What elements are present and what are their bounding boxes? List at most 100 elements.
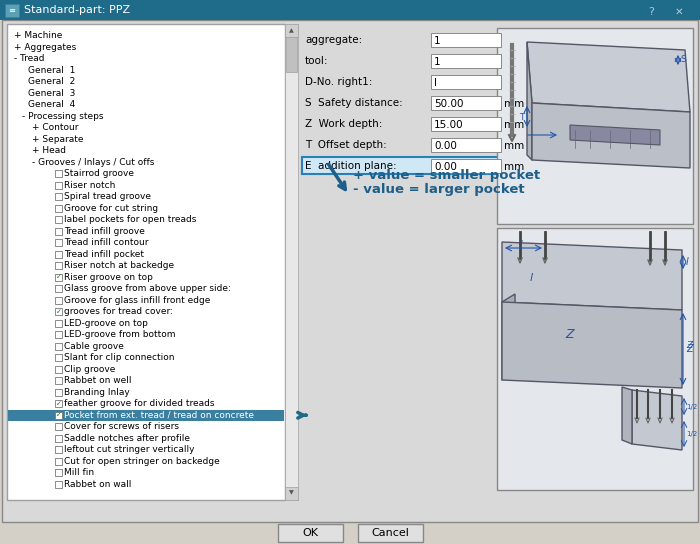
Text: Stairrod groove: Stairrod groove [64, 169, 134, 178]
Text: Branding Inlay: Branding Inlay [64, 388, 130, 397]
Text: Cover for screws of risers: Cover for screws of risers [64, 422, 179, 431]
FancyBboxPatch shape [286, 37, 297, 72]
Text: aggregate:: aggregate: [305, 35, 363, 45]
Polygon shape [622, 387, 632, 444]
Text: Pocket from ext. tread / tread on concrete: Pocket from ext. tread / tread on concre… [64, 411, 254, 420]
Text: ▼: ▼ [288, 491, 293, 496]
Text: - Tread: - Tread [14, 54, 45, 63]
Text: Cable groove: Cable groove [64, 342, 124, 351]
FancyBboxPatch shape [55, 400, 62, 407]
Polygon shape [502, 294, 515, 380]
Text: ≡: ≡ [8, 6, 15, 15]
Text: Groove for glass infill front edge: Groove for glass infill front edge [64, 296, 211, 305]
FancyBboxPatch shape [0, 0, 700, 20]
Polygon shape [527, 42, 690, 112]
Text: grooves for tread cover:: grooves for tread cover: [64, 307, 173, 316]
FancyBboxPatch shape [285, 487, 298, 500]
Polygon shape [532, 103, 690, 168]
Text: 1: 1 [434, 57, 440, 67]
Text: Z  Work depth:: Z Work depth: [305, 119, 382, 129]
Text: T  Offset depth:: T Offset depth: [305, 140, 386, 150]
Text: ✓: ✓ [55, 401, 62, 407]
Text: General  3: General 3 [28, 89, 76, 98]
Text: Riser groove on top: Riser groove on top [64, 273, 153, 282]
FancyBboxPatch shape [55, 366, 62, 373]
Text: LED-groove from bottom: LED-groove from bottom [64, 330, 176, 339]
Text: mm: mm [504, 120, 524, 130]
Text: Z: Z [565, 329, 573, 342]
Text: + Machine: + Machine [14, 31, 62, 40]
FancyBboxPatch shape [55, 389, 62, 395]
FancyBboxPatch shape [431, 33, 501, 47]
Text: Cut for open stringer on backedge: Cut for open stringer on backedge [64, 457, 220, 466]
Text: l: l [530, 273, 533, 283]
FancyBboxPatch shape [55, 331, 62, 338]
Text: ✓: ✓ [55, 309, 62, 315]
FancyBboxPatch shape [55, 354, 62, 361]
FancyBboxPatch shape [55, 343, 62, 350]
Text: ✓: ✓ [55, 274, 62, 280]
FancyBboxPatch shape [55, 458, 62, 465]
Text: D-No. right1:: D-No. right1: [305, 77, 372, 87]
FancyBboxPatch shape [55, 205, 62, 212]
Polygon shape [502, 242, 682, 310]
Text: tool:: tool: [305, 56, 328, 66]
Text: LED-groove on top: LED-groove on top [64, 319, 148, 327]
Text: 50.00: 50.00 [434, 99, 463, 109]
FancyBboxPatch shape [302, 157, 529, 174]
Text: E  addition plane:: E addition plane: [305, 161, 397, 171]
Text: l: l [520, 240, 523, 250]
Text: Z: Z [686, 341, 692, 349]
Text: General  2: General 2 [28, 77, 76, 86]
FancyBboxPatch shape [55, 377, 62, 384]
Text: 1: 1 [434, 36, 440, 46]
FancyBboxPatch shape [55, 170, 62, 177]
Text: mm: mm [504, 99, 524, 109]
FancyBboxPatch shape [278, 524, 343, 542]
Text: Tread infill groove: Tread infill groove [64, 227, 145, 236]
FancyBboxPatch shape [55, 481, 62, 488]
Text: Rabbet on wall: Rabbet on wall [64, 480, 132, 489]
FancyBboxPatch shape [55, 446, 62, 453]
Text: Tread infill pocket: Tread infill pocket [64, 250, 144, 259]
FancyBboxPatch shape [285, 24, 298, 500]
Text: label pockets for open treads: label pockets for open treads [64, 215, 197, 224]
Text: General  4: General 4 [28, 100, 76, 109]
Text: 0.00: 0.00 [434, 141, 457, 151]
FancyBboxPatch shape [55, 320, 62, 327]
Text: ✓: ✓ [55, 412, 62, 418]
FancyBboxPatch shape [358, 524, 423, 542]
Polygon shape [527, 42, 532, 160]
FancyBboxPatch shape [55, 412, 62, 419]
FancyBboxPatch shape [497, 28, 693, 224]
FancyBboxPatch shape [55, 262, 62, 269]
Polygon shape [570, 125, 660, 145]
FancyBboxPatch shape [55, 423, 62, 430]
Text: ?: ? [648, 7, 654, 17]
Text: l: l [434, 78, 437, 88]
Text: Clip groove: Clip groove [64, 364, 116, 374]
Text: Saddle notches after profile: Saddle notches after profile [64, 434, 190, 443]
Text: Z: Z [686, 344, 692, 354]
FancyBboxPatch shape [8, 410, 284, 421]
Text: 1/2: 1/2 [686, 431, 697, 437]
FancyBboxPatch shape [55, 182, 62, 189]
FancyBboxPatch shape [300, 24, 695, 500]
Text: feather groove for divided treads: feather groove for divided treads [64, 399, 214, 408]
FancyBboxPatch shape [285, 24, 298, 37]
Text: Slant for clip connection: Slant for clip connection [64, 353, 174, 362]
FancyBboxPatch shape [55, 239, 62, 246]
FancyBboxPatch shape [431, 54, 501, 68]
Text: - Grooves / Inlays / Cut offs: - Grooves / Inlays / Cut offs [32, 158, 155, 167]
Text: T: T [519, 114, 524, 122]
Polygon shape [502, 302, 682, 388]
Text: Groove for cut string: Groove for cut string [64, 204, 158, 213]
Text: Rabbet on well: Rabbet on well [64, 376, 132, 385]
Text: Riser notch: Riser notch [64, 181, 116, 190]
FancyBboxPatch shape [55, 435, 62, 442]
Text: General  1: General 1 [28, 66, 76, 75]
FancyBboxPatch shape [55, 296, 62, 304]
FancyBboxPatch shape [7, 24, 285, 500]
Text: l: l [686, 257, 689, 267]
Text: 15.00: 15.00 [434, 120, 463, 130]
